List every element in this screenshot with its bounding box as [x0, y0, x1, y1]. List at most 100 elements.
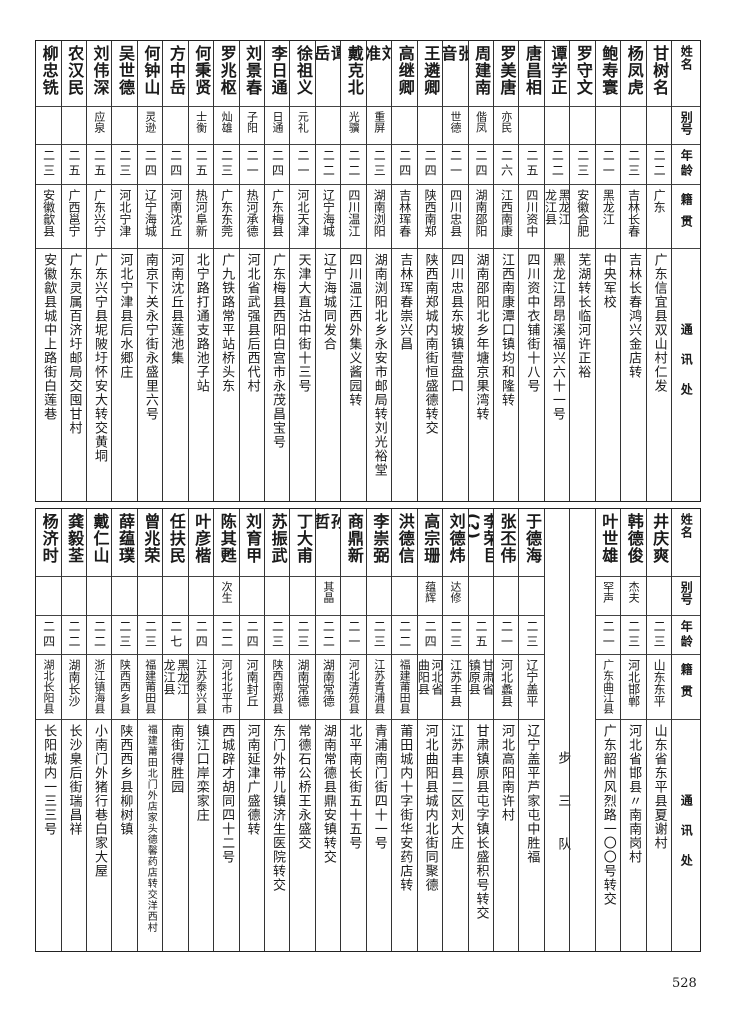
person-name: 罗兆枢: [217, 45, 237, 96]
person-alias: [61, 107, 86, 145]
origin-line: 湖南常德: [295, 659, 310, 707]
person-name: 罗美唐: [497, 45, 517, 96]
person-name: 戴克北: [341, 41, 366, 107]
person-age: 二三: [295, 620, 310, 650]
person-origin: 河北省 曲阳县: [417, 655, 443, 720]
person-alias: [519, 577, 544, 616]
person-origin: 河北清苑县: [341, 655, 366, 720]
header-alias: 别号: [672, 107, 700, 145]
person-address: 芜湖转长临河许正裕: [570, 249, 594, 501]
person-address: 常德石公桥王永盛交: [295, 724, 311, 850]
person-origin: 四川资中: [519, 185, 544, 249]
person-name: 刘伟深: [86, 41, 112, 107]
person-address: 河北宁津县后水郷庄: [112, 249, 136, 501]
origin-line: 广东曲江县: [601, 659, 615, 714]
person-name: 鲍寿寰: [595, 41, 621, 107]
person-address: 江苏丰县二区刘大庄: [443, 720, 467, 951]
person-name: 曾兆荣: [137, 509, 163, 577]
person-address: 广东梅县西阳白宫市永茂昌宝号: [265, 249, 289, 501]
person-name: 何秉贤: [188, 41, 214, 107]
person-address: 山东省东平县夏谢村: [647, 720, 671, 951]
person-age: 二三: [270, 620, 285, 650]
person-age: 二三: [117, 620, 132, 650]
person-age: 二一: [290, 145, 315, 185]
person-age: 二四: [168, 149, 183, 179]
person-alias: 亦民: [499, 111, 513, 133]
origin-line: 陕西南郑: [423, 189, 438, 237]
origin-line: 辽宁海城: [143, 189, 158, 237]
person-origin: 河北蠡县: [493, 655, 519, 720]
person-age: 二二: [214, 616, 239, 655]
person-column: 叶世雄 罕声 二一 广东曲江县 广东韶州风烈路一〇〇号转交: [594, 509, 621, 951]
person-name: 刘育甲: [243, 513, 263, 564]
origin-line: 福建莆田县: [398, 659, 412, 714]
person-age: 二三: [112, 616, 137, 655]
person-age: 二二: [315, 616, 341, 655]
person-age: 二三: [265, 616, 290, 655]
person-age: 二四: [474, 149, 489, 179]
person-name: 韩德俊: [624, 513, 644, 564]
person-address: 广东韶州风烈路一〇〇号转交: [600, 724, 616, 906]
header-address: 通讯处: [672, 249, 700, 501]
person-name: 刘景春: [239, 41, 264, 107]
person-alias: 亦民: [493, 107, 519, 145]
header-age: 年龄: [672, 145, 700, 185]
person-age: 二三: [214, 145, 239, 185]
person-origin: 江苏丰县: [443, 655, 468, 720]
person-age: 二四: [417, 616, 443, 655]
person-address: 北宁路打通支路池子站: [189, 249, 213, 501]
origin-line: 黑龙江: [557, 189, 570, 225]
person-name: 唐昌相: [519, 41, 544, 107]
person-alias: [315, 107, 341, 145]
person-origin: 热河承德: [239, 185, 264, 249]
person-age: 二一: [595, 616, 621, 655]
origin-line: 河北宁津: [117, 189, 132, 237]
person-age: 二三: [137, 616, 163, 655]
person-name: 何秉贤: [192, 45, 212, 96]
person-name: 徐祖义: [290, 41, 315, 107]
person-address: 河南延津广盛德转: [244, 724, 260, 836]
person-age: 二一: [443, 145, 468, 185]
person-address: 东门外带儿镇济生医院转交: [265, 720, 289, 951]
person-column: 于德海 二三 辽宁盖平 辽宁盖平芦家屯中胜福: [518, 509, 544, 951]
person-alias: [188, 577, 214, 616]
person-name: 谭岳: [315, 41, 341, 107]
person-name: 洪德信: [392, 509, 417, 577]
person-age: 二二: [67, 620, 82, 650]
origin-line: 四川忠县: [448, 189, 463, 237]
header-label: 别号: [679, 581, 694, 605]
person-origin: 四川温江: [341, 185, 366, 249]
person-origin: 湖南浏阳: [366, 185, 392, 249]
person-age: 二六: [499, 149, 514, 179]
person-age: 二二: [550, 149, 565, 179]
person-age: 二二: [321, 149, 336, 179]
person-age: 二三: [570, 145, 595, 185]
person-column: 唐昌相 二五 四川资中 四川资中衣铺街十八号: [518, 41, 544, 501]
person-origin: 安徽歙县: [36, 185, 61, 249]
person-age: 二二: [219, 620, 234, 650]
person-alias: 重屏: [366, 107, 392, 145]
person-alias: [392, 577, 417, 616]
person-address: 四川忠县东坡镇营盘口: [443, 249, 467, 501]
person-age: 二三: [366, 616, 392, 655]
person-name: 谭学正: [548, 45, 568, 96]
person-alias: [646, 577, 671, 616]
origin-line: 河南封丘: [245, 659, 260, 707]
person-column: 张丕伟 二一 河北蠡县 河北高阳南许村: [492, 509, 519, 951]
person-age: 二二: [346, 149, 361, 179]
person-age: 二四: [36, 616, 61, 655]
header-label: 姓名: [679, 45, 694, 71]
person-origin: 陕西南郑: [417, 185, 443, 249]
person-column: 罗兆枢 灿雄 二三 广东东莞 广九铁路常平站桥头东: [213, 41, 239, 501]
person-column: 商鼎新 二一 河北清苑县 北平南长街五十五号: [340, 509, 366, 951]
person-name: 孙哲: [315, 513, 341, 551]
person-column: 井庆爽 二三 山东东平 山东省东平县夏谢村: [645, 509, 671, 951]
person-alias: 次生: [220, 581, 234, 603]
origin-line: 陕西西乡县: [118, 659, 132, 714]
person-address: 广东信宜县双山村仁发: [651, 253, 667, 393]
roster-table-top: 姓名 别号 年龄 籍贯 通讯处 甘树名 二二 广东 广东信宜县双山村仁发 杨凤虎 二三 吉林长春 吉林长…: [35, 40, 701, 502]
person-age: 二五: [61, 145, 86, 185]
person-age: 二四: [468, 145, 493, 185]
person-address: 南街得胜园: [163, 720, 187, 951]
person-age: 二三: [626, 620, 641, 650]
